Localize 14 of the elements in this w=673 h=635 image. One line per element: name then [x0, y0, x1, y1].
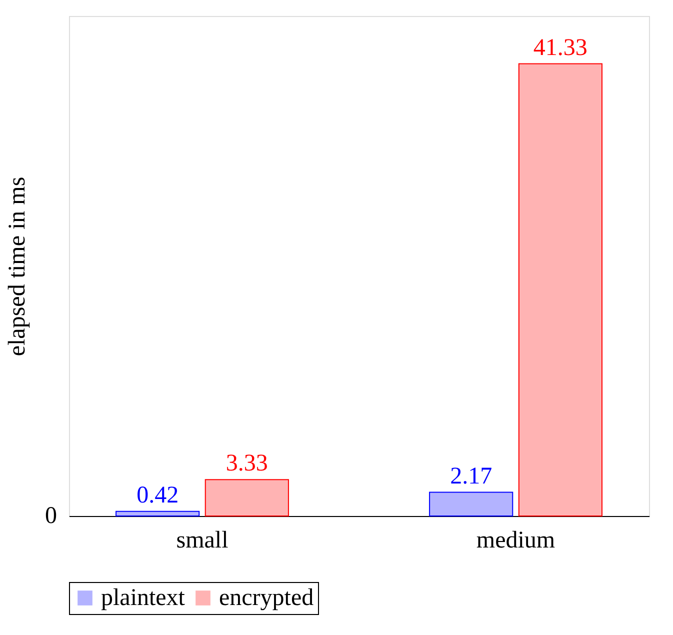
data-label: 2.17 [450, 463, 492, 490]
x-tick-label: small [176, 528, 229, 554]
data-label: 41.33 [533, 34, 588, 61]
legend-label: plaintext [101, 585, 186, 611]
bar [429, 492, 514, 516]
bar [116, 510, 200, 516]
legend-label: encrypted [219, 585, 314, 611]
bar [204, 479, 289, 516]
y-axis-title: elapsed time in ms [4, 176, 30, 356]
bar [518, 63, 602, 516]
data-label: 0.42 [136, 482, 179, 508]
x-tick-label: medium [476, 528, 556, 554]
text: 0 [45, 503, 57, 529]
data-label: 3.33 [226, 450, 268, 477]
